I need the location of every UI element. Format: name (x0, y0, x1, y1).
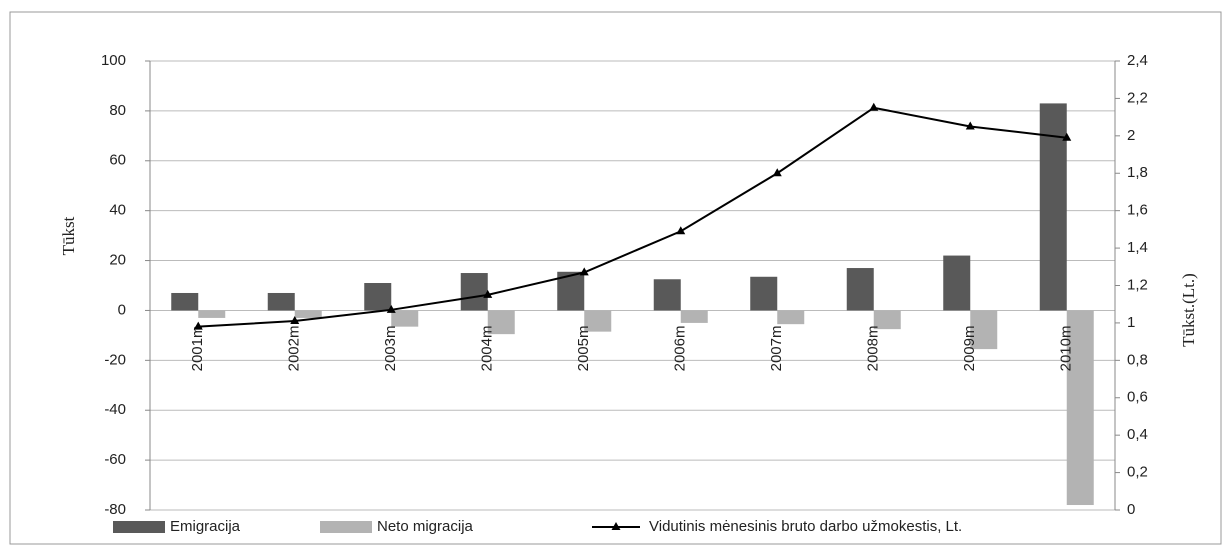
bar (653, 279, 681, 311)
line-marker (965, 121, 975, 130)
y2-tick-label: 0 (1127, 501, 1135, 518)
y-tick-label: 60 (109, 152, 126, 169)
line-marker (193, 321, 203, 330)
bar (171, 292, 199, 311)
y2-tick-label: 1,2 (1127, 276, 1148, 293)
bar (364, 283, 392, 311)
x-tick-label: 2005m (575, 326, 592, 372)
y-tick-label: -20 (104, 351, 126, 368)
bar (873, 310, 901, 330)
y2-tick-label: 2,4 (1127, 52, 1148, 69)
bar (487, 310, 515, 335)
line-marker (772, 168, 782, 177)
y-tick-label: 80 (109, 102, 126, 119)
bar (198, 310, 226, 318)
y-tick-label: -60 (104, 451, 126, 468)
bar (943, 255, 971, 311)
y-tick-label: 0 (118, 301, 126, 318)
bar (970, 310, 998, 350)
y2-tick-label: 2 (1127, 127, 1135, 144)
bar (267, 292, 295, 311)
legend-label: Emigracija (170, 518, 241, 535)
x-tick-label: 2007m (768, 326, 785, 372)
chart-frame (9, 11, 1222, 545)
y2-tick-label: 1,8 (1127, 164, 1148, 181)
line-marker (483, 289, 493, 298)
line-marker (676, 226, 686, 235)
bar (846, 268, 874, 311)
bar (750, 276, 778, 311)
line-marker (386, 304, 396, 313)
x-tick-label: 2003m (382, 326, 399, 372)
legend-marker (611, 522, 621, 530)
legend-swatch (113, 521, 165, 533)
y-tick-label: -80 (104, 501, 126, 518)
x-tick-label: 2010m (1058, 326, 1075, 372)
y2-tick-label: 0,6 (1127, 389, 1148, 406)
bar (584, 310, 612, 332)
bar (680, 310, 708, 323)
legend-swatch (320, 521, 372, 533)
legend-label: Vidutinis mėnesinis bruto darbo užmokest… (649, 518, 962, 535)
line-marker (869, 102, 879, 111)
y-tick-label: 20 (109, 252, 126, 269)
y2-tick-label: 1,6 (1127, 202, 1148, 219)
y2-tick-label: 0,8 (1127, 351, 1148, 368)
line (198, 106, 1067, 328)
y2-axis-label: Tūkst.(Lt.) (1179, 273, 1198, 347)
x-tick-label: 2004m (479, 326, 496, 372)
bar (1066, 310, 1094, 506)
y2-tick-label: 0,4 (1127, 426, 1148, 443)
y-tick-label: 100 (101, 52, 126, 69)
line-marker (1062, 132, 1072, 141)
y2-tick-label: 0,2 (1127, 464, 1148, 481)
line-marker (290, 316, 300, 325)
x-tick-label: 2009m (961, 326, 978, 372)
y-tick-label: -40 (104, 401, 126, 418)
x-tick-label: 2001m (189, 326, 206, 372)
y2-tick-label: 1 (1127, 314, 1135, 331)
bar (294, 310, 322, 318)
y2-tick-label: 2,2 (1127, 89, 1148, 106)
legend-label: Neto migracija (377, 518, 474, 535)
x-tick-label: 2002m (286, 326, 303, 372)
line-marker (579, 267, 589, 276)
y-tick-label: 40 (109, 202, 126, 219)
x-tick-label: 2008m (865, 326, 882, 372)
y2-tick-label: 1,4 (1127, 239, 1148, 256)
x-tick-label: 2006m (672, 326, 689, 372)
bar (391, 310, 419, 327)
bar (777, 310, 805, 325)
bar (460, 273, 488, 311)
y-axis-label: Tūkst (59, 216, 78, 255)
